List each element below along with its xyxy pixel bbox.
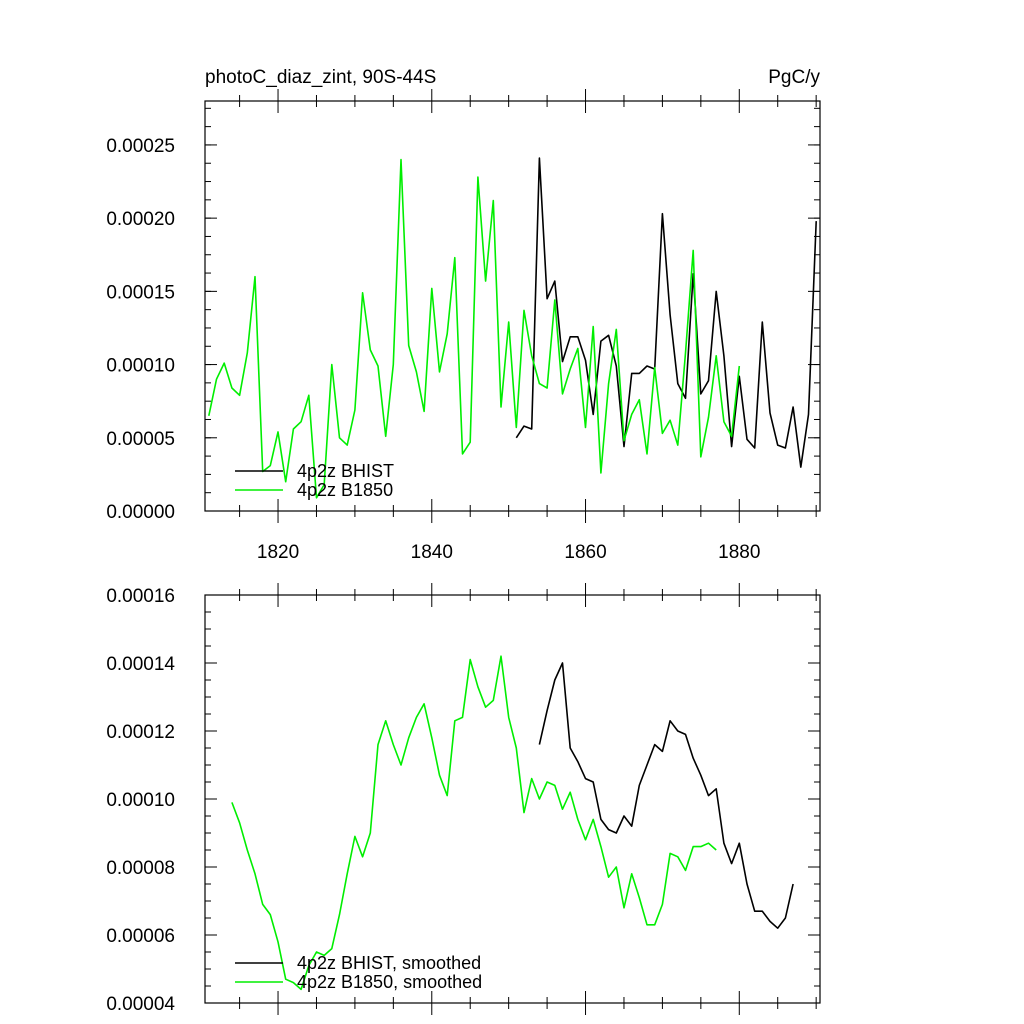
y-tick-label: 0.00000 <box>106 502 175 523</box>
legend-label: 4p2z BHIST <box>297 461 394 481</box>
series-line-b1850 <box>231 655 717 991</box>
legend-label: 4p2z B1850, smoothed <box>297 972 482 992</box>
y-tick-label: 0.00010 <box>106 356 175 377</box>
bottom-panel: 0.00004 0.00006 0.00008 0.00010 0.00012 0.000… <box>106 583 821 1015</box>
series-line-bhist <box>515 157 817 468</box>
legend-label: 4p2z B1850 <box>297 480 393 500</box>
y-tick-label: 0.00010 <box>106 790 175 811</box>
x-tick-label: 1860 <box>564 542 606 563</box>
plot-frame <box>204 100 821 512</box>
x-tick-label: 1840 <box>411 542 453 563</box>
legend-label: 4p2z BHIST, smoothed <box>297 953 481 973</box>
series-line-bhist <box>538 662 794 930</box>
y-tick-label: 0.00012 <box>106 722 175 743</box>
series-line-b1850 <box>208 158 741 499</box>
x-tick-label: 1820 <box>257 542 299 563</box>
y-tick-label: 0.00014 <box>106 654 175 675</box>
y-tick-label: 0.00025 <box>106 136 175 157</box>
y-tick-label: 0.00008 <box>106 858 175 879</box>
y-tick-label: 0.00005 <box>106 429 175 450</box>
y-tick-label: 0.00004 <box>106 994 175 1015</box>
chart-title: photoC_diaz_zint, 90S-44S <box>205 67 436 88</box>
chart-units: PgC/y <box>768 67 820 88</box>
y-tick-label: 0.00006 <box>106 926 175 947</box>
y-tick-label: 0.00016 <box>106 586 175 607</box>
x-tick-label: 1880 <box>718 542 760 563</box>
y-tick-label: 0.00015 <box>106 282 175 303</box>
y-tick-label: 0.00020 <box>106 209 175 230</box>
top-panel: 1820 1840 1860 1880 0.00000 0.00005 0.00010 0.0… <box>106 89 821 563</box>
